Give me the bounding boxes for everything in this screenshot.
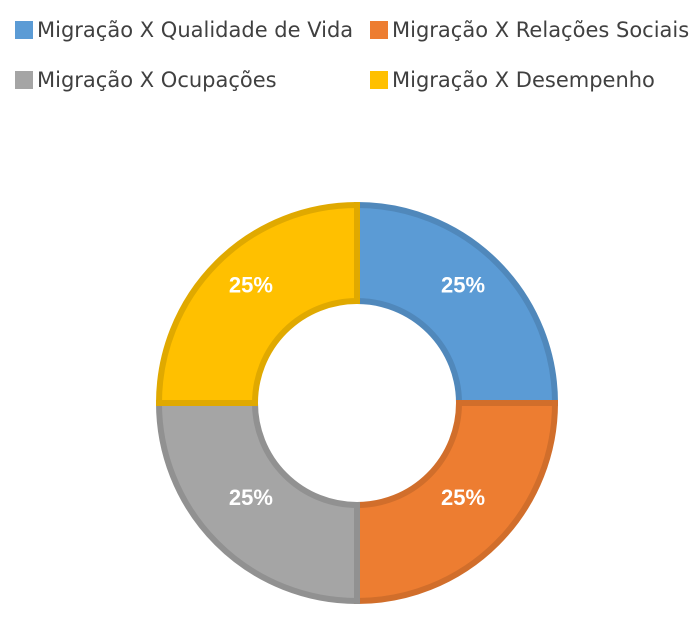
- data-label: 25%: [441, 485, 485, 510]
- legend-label: Migração X Relações Sociais: [392, 18, 689, 42]
- donut-segment: [357, 403, 555, 601]
- legend-label: Migração X Qualidade de Vida: [37, 18, 353, 42]
- donut-segment: [159, 403, 357, 601]
- segment-outline: [354, 400, 559, 605]
- donut-segment: [159, 205, 357, 403]
- data-label: 25%: [441, 273, 485, 298]
- legend-label: Migração X Ocupações: [37, 68, 277, 92]
- legend-swatch: [15, 21, 33, 39]
- legend-swatch: [370, 71, 388, 89]
- segment-outline: [354, 201, 559, 406]
- legend-swatch: [15, 71, 33, 89]
- segment-outline: [155, 400, 360, 605]
- data-label: 25%: [229, 485, 273, 510]
- legend-label: Migração X Desempenho: [392, 68, 655, 92]
- segment-outline: [155, 201, 360, 406]
- legend-swatch: [370, 21, 388, 39]
- donut-segment: [357, 205, 555, 403]
- data-label: 25%: [229, 273, 273, 298]
